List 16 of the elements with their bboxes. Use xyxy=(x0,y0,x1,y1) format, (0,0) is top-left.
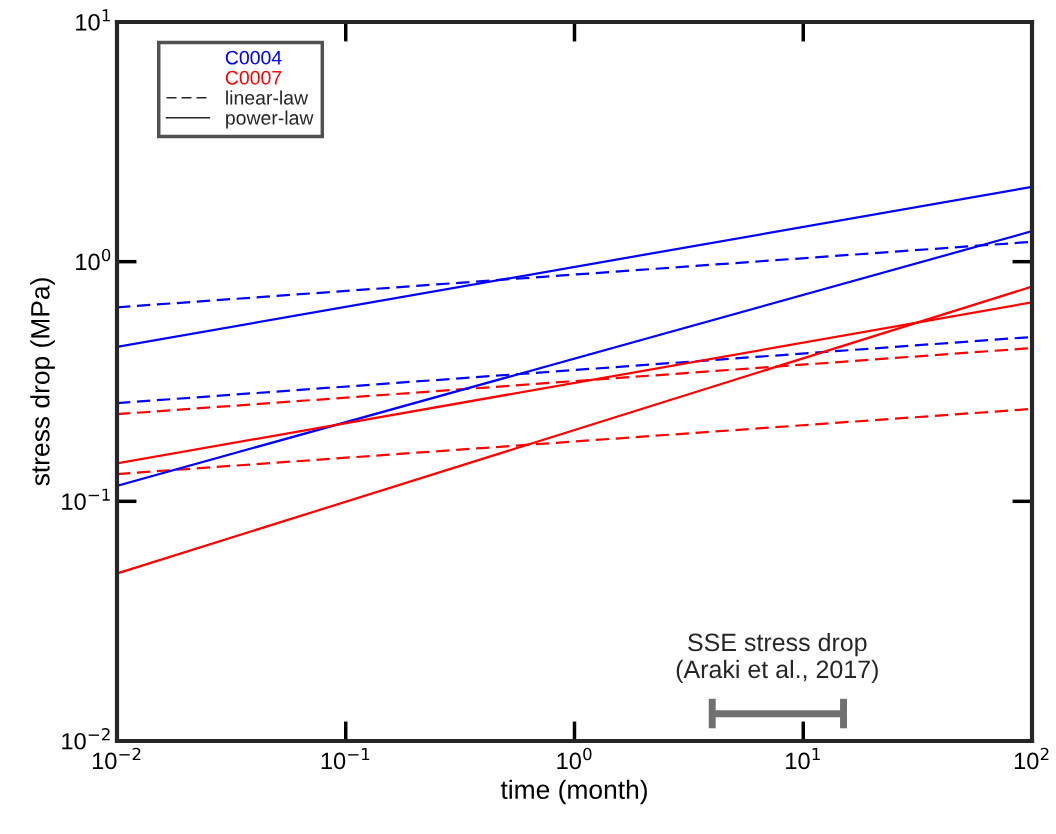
annotation: linear-law xyxy=(226,90,309,105)
x-axis-title: time (month) xyxy=(500,779,647,805)
x-tick-label: 10$^{1}$ xyxy=(786,747,820,770)
y-tick-label: 10$^{−2}$ xyxy=(62,728,110,750)
text: C0004 xyxy=(225,50,282,65)
y-axis-title: stress drop (MPa) xyxy=(30,278,55,486)
x-tick-label: 10$^{−2}$ xyxy=(92,747,141,770)
text: C0007 xyxy=(225,70,282,85)
x-tick-label: 10$^{0}$ xyxy=(557,747,592,770)
y-tick-label: 10$^{−1}$ xyxy=(62,488,110,510)
annotation: power-law xyxy=(226,110,314,129)
x-tick-label: 10$^{−1}$ xyxy=(321,747,370,770)
y-tick-label: 10$^{0}$ xyxy=(76,248,111,271)
annotation: SSE stress drop (Araki et al., 2017) xyxy=(676,632,878,684)
x-tick-label: 10$^{2}$ xyxy=(1014,747,1049,770)
y-tick-label: 10$^{1}$ xyxy=(76,9,110,31)
